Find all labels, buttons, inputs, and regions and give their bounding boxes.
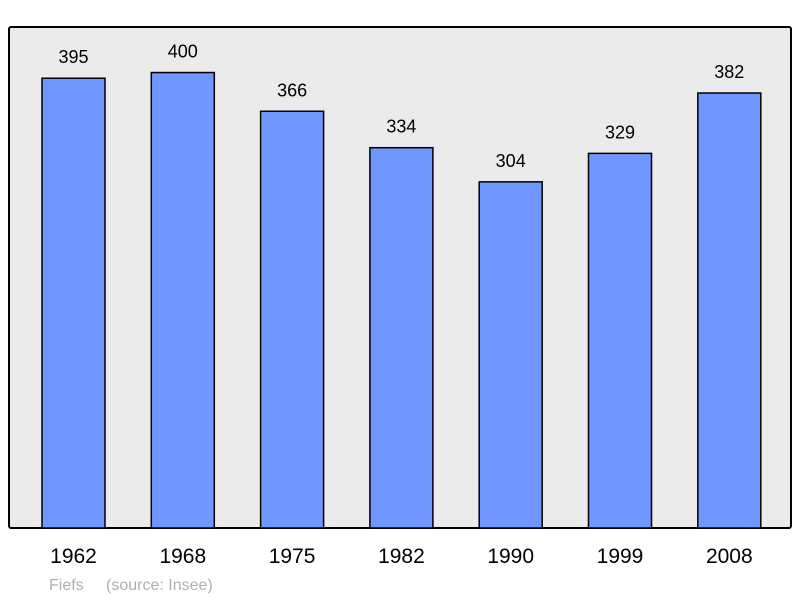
- data-label-1968: 400: [168, 42, 198, 62]
- data-label-2008: 382: [714, 62, 744, 82]
- x-tick-label-2008: 2008: [706, 545, 753, 568]
- footer-place: Fiefs: [49, 577, 84, 594]
- x-tick-label-1990: 1990: [487, 545, 534, 568]
- x-tick-label-1968: 1968: [159, 545, 206, 568]
- bar-1999: [587, 152, 653, 529]
- bar-1968: [150, 71, 216, 529]
- data-label-1999: 329: [605, 122, 635, 142]
- data-label-1990: 304: [496, 151, 526, 171]
- data-label-1982: 334: [386, 117, 416, 137]
- footer-source: (source: Insee): [106, 577, 213, 594]
- data-label-1962: 395: [58, 47, 88, 67]
- bar-1990: [478, 181, 543, 529]
- x-tick-label-1962: 1962: [50, 545, 97, 568]
- bar-2008: [697, 92, 762, 529]
- bar-1975: [259, 110, 325, 529]
- data-label-1975: 366: [277, 80, 307, 100]
- x-tick-label-1999: 1999: [597, 545, 644, 568]
- x-tick-label-1975: 1975: [269, 545, 316, 568]
- bar-1982: [369, 146, 434, 529]
- x-tick-label-1982: 1982: [378, 545, 425, 568]
- bar-1962: [41, 77, 106, 529]
